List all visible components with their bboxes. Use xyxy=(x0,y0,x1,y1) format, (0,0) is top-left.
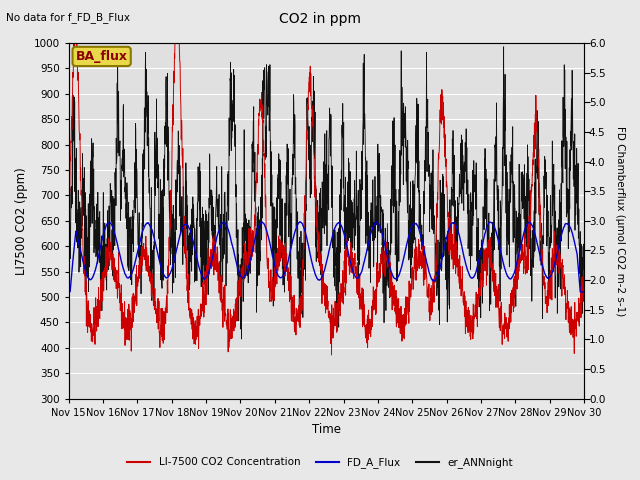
Text: BA_flux: BA_flux xyxy=(76,50,127,63)
Text: CO2 in ppm: CO2 in ppm xyxy=(279,12,361,26)
Text: No data for f_FD_B_Flux: No data for f_FD_B_Flux xyxy=(6,12,131,23)
Y-axis label: LI7500 CO2 (ppm): LI7500 CO2 (ppm) xyxy=(15,167,28,275)
Y-axis label: FD Chamberflux (μmol CO2 m-2 s-1): FD Chamberflux (μmol CO2 m-2 s-1) xyxy=(615,126,625,316)
Legend: LI-7500 CO2 Concentration, FD_A_Flux, er_ANNnight: LI-7500 CO2 Concentration, FD_A_Flux, er… xyxy=(123,453,517,472)
X-axis label: Time: Time xyxy=(312,423,341,436)
